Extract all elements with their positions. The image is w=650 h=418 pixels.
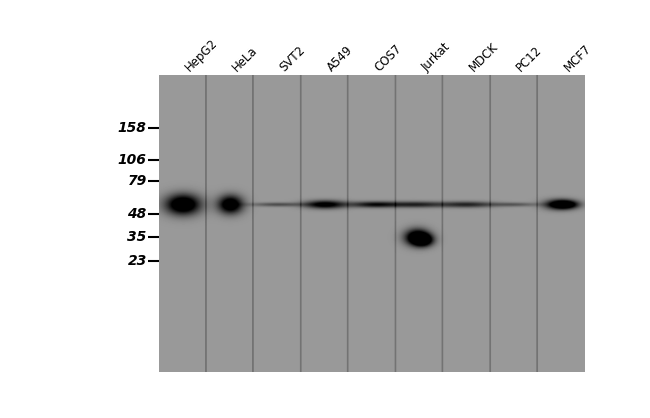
Text: SVT2: SVT2 bbox=[278, 44, 308, 74]
Text: HepG2: HepG2 bbox=[183, 37, 220, 74]
Text: PC12: PC12 bbox=[514, 44, 545, 74]
Text: HeLa: HeLa bbox=[230, 44, 261, 74]
Text: 23: 23 bbox=[127, 254, 147, 268]
Text: 48: 48 bbox=[127, 206, 147, 221]
Text: 106: 106 bbox=[118, 153, 147, 167]
Text: 158: 158 bbox=[118, 121, 147, 135]
Text: MCF7: MCF7 bbox=[562, 42, 593, 74]
Text: 79: 79 bbox=[127, 174, 147, 188]
Text: 35: 35 bbox=[127, 230, 147, 244]
Text: Jurkat: Jurkat bbox=[419, 41, 453, 74]
Text: A549: A549 bbox=[325, 43, 356, 74]
Text: COS7: COS7 bbox=[372, 42, 404, 74]
Text: MDCK: MDCK bbox=[467, 40, 500, 74]
